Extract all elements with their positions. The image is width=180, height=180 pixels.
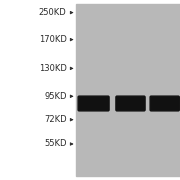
FancyBboxPatch shape (150, 96, 179, 111)
Text: 130KD: 130KD (39, 64, 67, 73)
Text: 95KD: 95KD (44, 92, 67, 101)
Text: 72KD: 72KD (44, 115, 67, 124)
Text: 55KD: 55KD (44, 140, 67, 148)
FancyBboxPatch shape (78, 96, 109, 111)
Text: 170KD: 170KD (39, 35, 67, 44)
FancyBboxPatch shape (116, 96, 145, 111)
Bar (76, 4, 180, 176)
Text: 250KD: 250KD (39, 8, 67, 17)
